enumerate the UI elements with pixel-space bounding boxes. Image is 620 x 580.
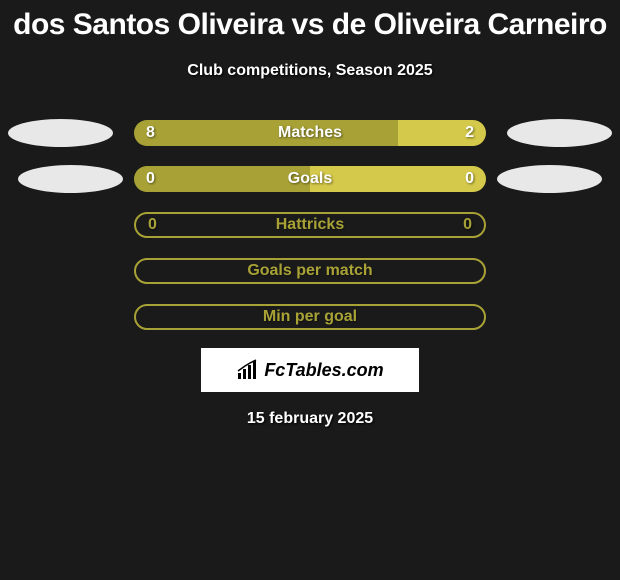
stat-value-left: 0 [146, 170, 155, 188]
stat-row-mpg: Min per goal [0, 304, 620, 330]
comparison-title: dos Santos Oliveira vs de Oliveira Carne… [0, 0, 620, 42]
player-right-avatar [507, 119, 612, 147]
stat-row-hattricks: 0 Hattricks 0 [0, 212, 620, 238]
player-left-avatar [18, 165, 123, 193]
stat-row-gpm: Goals per match [0, 258, 620, 284]
branding-text: FcTables.com [264, 360, 383, 381]
stat-value-left: 0 [148, 216, 157, 234]
date-label: 15 february 2025 [0, 410, 620, 428]
player-right-avatar [497, 165, 602, 193]
stat-bar-left: 0 [134, 166, 310, 192]
stat-label: Goals [288, 170, 332, 188]
stat-value-right: 0 [465, 170, 474, 188]
player-left-avatar [8, 119, 113, 147]
stat-bar-mpg: Min per goal [134, 304, 486, 330]
stat-value-left: 8 [146, 124, 155, 142]
comparison-subtitle: Club competitions, Season 2025 [0, 62, 620, 80]
stat-label: Hattricks [276, 216, 344, 234]
stat-label: Matches [278, 124, 342, 142]
stat-bar-goals: 0 0 Goals [134, 166, 486, 192]
stat-value-right: 2 [465, 124, 474, 142]
stat-label: Min per goal [263, 308, 357, 326]
chart-icon [236, 359, 258, 381]
stat-row-goals: 0 0 Goals [0, 166, 620, 192]
stat-row-matches: 8 2 Matches [0, 120, 620, 146]
branding-box: FcTables.com [201, 348, 419, 392]
stat-bar-matches: 8 2 Matches [134, 120, 486, 146]
stat-label: Goals per match [247, 262, 372, 280]
stat-bar-gpm: Goals per match [134, 258, 486, 284]
stat-value-right: 0 [463, 216, 472, 234]
stat-bar-right: 0 [310, 166, 486, 192]
stat-bar-hattricks: 0 Hattricks 0 [134, 212, 486, 238]
comparison-chart: 8 2 Matches 0 0 Goals 0 Hattricks 0 [0, 120, 620, 330]
stat-bar-right: 2 [398, 120, 486, 146]
stat-bar-left: 8 [134, 120, 398, 146]
